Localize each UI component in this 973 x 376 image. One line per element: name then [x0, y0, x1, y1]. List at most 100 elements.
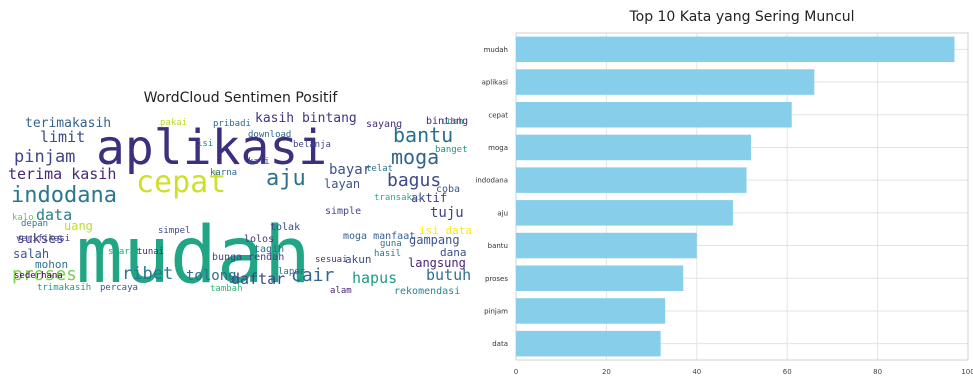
bar	[516, 167, 747, 193]
wordcloud-word: butuh	[426, 266, 471, 284]
bar	[516, 69, 815, 95]
wordcloud-word: sesuai	[315, 255, 348, 265]
wordcloud-word: transaksi	[374, 193, 423, 203]
wordcloud-word: kali	[248, 157, 270, 167]
wordcloud-word: layan	[324, 177, 360, 191]
wordcloud-word: tolong	[186, 268, 237, 284]
wordcloud-title: WordCloud Sentimen Positif	[143, 90, 338, 106]
wordcloud-word: aju	[266, 166, 306, 191]
plot-frame	[515, 32, 969, 361]
wordcloud-word: syarat	[108, 247, 141, 257]
wordcloud-word: pakai	[160, 118, 187, 128]
wordcloud-word: simple	[325, 206, 361, 217]
y-category-label: indodana	[475, 177, 508, 185]
x-tick-label: 0	[514, 368, 518, 376]
bar	[516, 134, 752, 161]
wordcloud-word: sukses	[17, 232, 64, 247]
x-tick-label: 80	[873, 368, 882, 376]
wordcloud-word: tagih	[254, 244, 284, 255]
wordcloud-word: indodana	[11, 183, 117, 208]
bar	[516, 330, 661, 357]
wordcloud-word: limit	[40, 128, 85, 146]
wordcloud-word: tunai	[137, 247, 164, 257]
wordcloud-word: alam	[330, 286, 352, 296]
wordcloud-word: salah	[13, 247, 49, 261]
wordcloud-word: bayar	[329, 162, 371, 178]
wordcloud-word: moga manfaat	[343, 231, 415, 242]
wordcloud-word: kasih bintang	[255, 111, 357, 126]
wordcloud-word: sayang	[366, 119, 402, 130]
wordcloud-word: download	[248, 130, 291, 140]
wordcloud-word: mudah	[76, 211, 311, 296]
y-category-label: data	[492, 340, 508, 348]
wordcloud-word: simpel	[158, 226, 191, 236]
wordcloud-word: bunga rendah	[212, 252, 284, 263]
wordcloud-word: aplikasi	[96, 120, 327, 176]
wordcloud-word: belanja	[293, 140, 331, 150]
wordcloud-word: ribet	[122, 264, 173, 284]
bar	[516, 232, 697, 259]
wordcloud-word: pinjam	[14, 147, 75, 167]
y-category-label: aju	[497, 209, 508, 217]
wordcloud-word: tolak	[270, 222, 300, 233]
wordcloud-word: akun	[345, 253, 372, 266]
wordcloud-word: verifikasi	[16, 234, 70, 244]
wordcloud-word: aktif	[411, 191, 447, 205]
wordcloud-word: cepat	[136, 165, 226, 200]
wordcloud-word: hasil	[374, 249, 401, 259]
wordcloud-word: percaya	[100, 283, 138, 293]
wordcloud-word: banget	[435, 145, 468, 155]
wordcloud-word: cair	[291, 265, 335, 286]
wordcloud-word: telat	[366, 164, 393, 174]
wordcloud-word: isi	[197, 139, 213, 149]
x-tick-label: 60	[783, 368, 792, 376]
wordcloud-word: lapor	[278, 267, 306, 277]
wordcloud-word: gampang	[409, 233, 460, 247]
y-category-label: proses	[485, 275, 508, 283]
wordcloud-word: depan	[21, 219, 48, 229]
bar	[516, 265, 684, 292]
bar	[516, 200, 733, 226]
wordcloud-word: udah	[442, 117, 464, 127]
wordcloud-word: coba	[436, 184, 460, 195]
wordcloud-word: guna	[380, 239, 402, 249]
wordcloud-word: dana	[440, 246, 467, 259]
wordcloud-word: langsung	[408, 256, 466, 270]
wordcloud-word: mohon	[35, 258, 68, 271]
x-tick-label: 100	[961, 368, 973, 376]
wordcloud-word: terimakasih	[25, 116, 111, 131]
wordcloud-word: isi data	[419, 224, 472, 237]
bar	[516, 298, 666, 324]
wordcloud-word: data	[36, 206, 72, 224]
wordcloud-word: kalo	[12, 213, 34, 223]
wordcloud-word: terima kasih	[8, 165, 116, 183]
wordcloud-word: proses	[12, 264, 77, 285]
wordcloud-word: tambah	[210, 284, 243, 294]
wordcloud-word: rekomendasi	[394, 286, 460, 296]
wordcloud-word: uang	[64, 219, 93, 233]
wordcloud-word: daftar	[231, 270, 285, 288]
bar-chart-title: Top 10 Kata yang Sering Muncul	[629, 9, 855, 25]
x-tick-label: 20	[602, 368, 611, 376]
wordcloud-word: bintang	[426, 116, 468, 127]
y-category-label: cepat	[488, 111, 508, 119]
wordcloud-word: lolos	[244, 234, 274, 245]
y-category-label: aplikasi	[482, 79, 508, 87]
wordcloud-word: karna	[210, 168, 237, 178]
y-category-label: mudah	[484, 46, 508, 54]
wordcloud-word: sederhana	[14, 271, 63, 281]
bar	[516, 36, 955, 63]
wordcloud-word: hapus	[352, 269, 397, 287]
wordcloud-word: pribadi	[213, 119, 251, 129]
wordcloud-word: tuju	[430, 205, 464, 221]
wordcloud-word: bagus	[387, 170, 441, 191]
wordcloud-word: trimakasih	[37, 283, 91, 293]
wordcloud-word: moga	[391, 145, 439, 169]
y-category-label: pinjam	[484, 307, 508, 315]
wordcloud-word: bantu	[393, 123, 453, 147]
wordcloud-canvas: mudah aplikasi cepat bantu aju moga indodana pi…	[8, 106, 473, 296]
y-category-label: moga	[488, 144, 508, 152]
bar	[516, 101, 792, 128]
